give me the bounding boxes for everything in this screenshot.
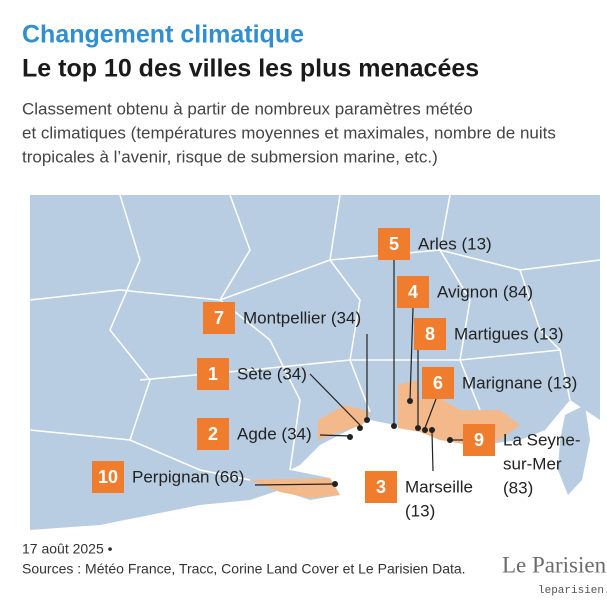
rank: 7	[214, 308, 224, 328]
description: Classement obtenu à partir de nombreux p…	[22, 99, 473, 118]
city-name: Marseille	[405, 477, 473, 496]
title: Le top 10 des villes les plus menacées	[22, 55, 479, 83]
kicker: Changement climatique	[22, 21, 304, 49]
city-name: Arles (13)	[418, 234, 492, 253]
rank: 5	[389, 234, 399, 254]
rank: 4	[408, 282, 418, 302]
city-name: La Seyne-	[503, 430, 581, 449]
date: 17 août 2025 •	[22, 541, 113, 557]
rank: 2	[208, 424, 218, 444]
rank-box	[422, 367, 454, 399]
rank: 10	[98, 467, 118, 487]
rank-box	[365, 471, 397, 503]
city-name: Martigues (13)	[454, 324, 564, 343]
map	[29, 194, 601, 530]
city-labels: 5 Arles (13) 4 Avignon (84) 8 Martigues (13) 7…	[92, 228, 581, 520]
city-name: (13)	[405, 501, 435, 520]
city-name: sur-Mer	[503, 454, 562, 473]
sources: Sources : Météo France, Tracc, Corine La…	[22, 561, 466, 577]
rank: 8	[425, 324, 435, 344]
rank-box	[92, 461, 124, 493]
leader-lines	[254, 260, 463, 487]
rank-box	[197, 358, 229, 390]
rank-box	[197, 418, 229, 450]
city-name: Perpignan (66)	[132, 467, 244, 486]
city-name: Avignon (84)	[437, 282, 533, 301]
rank-box	[414, 318, 446, 350]
rank: 9	[474, 430, 484, 450]
description: et climatiques (températures moyennes et…	[22, 123, 556, 142]
rank-box	[463, 424, 495, 456]
description: tropicales à l’avenir, risque de submers…	[22, 147, 438, 166]
rank: 6	[433, 373, 443, 393]
rank-box	[203, 302, 235, 334]
rank: 3	[376, 477, 386, 497]
city-name: (83)	[503, 478, 533, 497]
city-name: Marignane (13)	[462, 373, 577, 392]
brand: Le Parisien	[502, 552, 607, 577]
city-name: Montpellier (34)	[243, 308, 361, 327]
rank: 1	[208, 364, 218, 384]
url: leparisien.fr	[538, 585, 607, 597]
rank-box	[397, 276, 429, 308]
city-name: Sète (34)	[237, 364, 307, 383]
rank-box	[378, 228, 410, 260]
city-name: Agde (34)	[237, 424, 312, 443]
